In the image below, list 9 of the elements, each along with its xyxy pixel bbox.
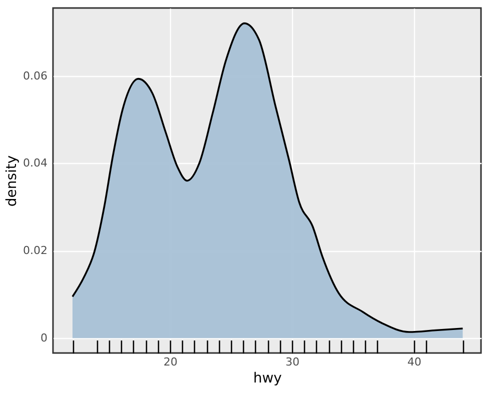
- y-axis-title: density: [4, 155, 20, 207]
- x-axis-title: hwy: [253, 370, 282, 386]
- x-tick-label: 40: [407, 356, 422, 368]
- x-tick-label: 20: [164, 356, 178, 368]
- y-tick-label: 0.02: [23, 244, 48, 258]
- x-tick-label: 30: [285, 356, 300, 368]
- y-tick-label: 0.06: [23, 69, 48, 82]
- y-tick-label: 0: [40, 332, 48, 345]
- y-tick-label: 0.04: [23, 156, 48, 170]
